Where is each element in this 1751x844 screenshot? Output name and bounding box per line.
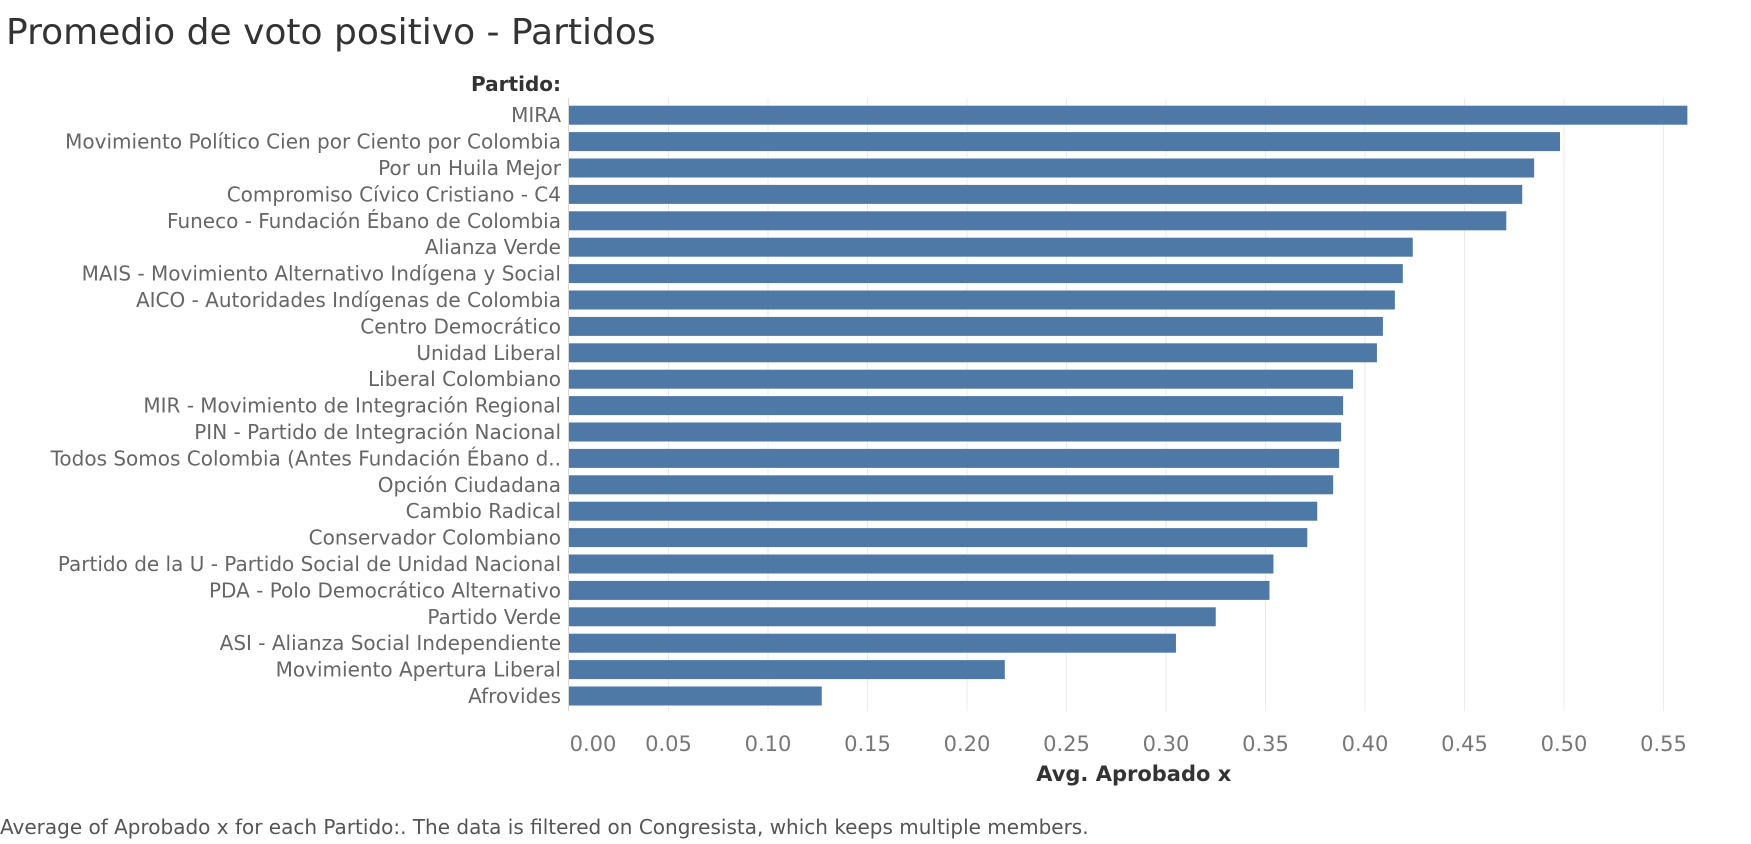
category-label: AICO - Autoridades Indígenas de Colombia	[136, 288, 561, 312]
bar[interactable]	[569, 290, 1395, 310]
category-label: ASI - Alianza Social Independiente	[220, 631, 561, 655]
category-label: PIN - Partido de Integración Nacional	[194, 420, 561, 444]
bar[interactable]	[569, 422, 1342, 442]
category-label: Por un Huila Mejor	[378, 156, 562, 180]
category-label: MAIS - Movimiento Alternativo Indígena y…	[82, 262, 561, 286]
row-header: Partido:	[471, 72, 561, 96]
bar[interactable]	[569, 501, 1318, 521]
category-label: Funeco - Fundación Ébano de Colombia	[167, 209, 561, 233]
x-axis-label: Avg. Aprobado x	[1036, 762, 1232, 786]
x-tick-label: 0.25	[1043, 732, 1090, 756]
bar[interactable]	[569, 686, 822, 706]
category-label: Movimiento Apertura Liberal	[276, 658, 561, 682]
bars	[569, 105, 1688, 706]
x-tick-label: 0.40	[1342, 732, 1389, 756]
bar[interactable]	[569, 660, 1005, 680]
category-label: Compromiso Cívico Cristiano - C4	[227, 182, 561, 206]
category-label: Liberal Colombiano	[368, 367, 561, 391]
category-label: Cambio Radical	[406, 499, 561, 523]
bar[interactable]	[569, 554, 1274, 574]
x-tick-label: 0.10	[745, 732, 792, 756]
bar[interactable]	[569, 633, 1176, 653]
bar[interactable]	[569, 158, 1535, 178]
bar[interactable]	[569, 105, 1688, 125]
category-label: Conservador Colombiano	[309, 526, 561, 550]
category-label: Partido Verde	[427, 605, 561, 629]
bar[interactable]	[569, 211, 1507, 231]
category-label: Alianza Verde	[425, 235, 561, 259]
category-label: Todos Somos Colombia (Antes Fundación Éb…	[50, 446, 561, 470]
category-label: Unidad Liberal	[416, 341, 561, 365]
bar[interactable]	[569, 343, 1377, 363]
bar[interactable]	[569, 369, 1354, 389]
bar[interactable]	[569, 580, 1270, 600]
bar[interactable]	[569, 264, 1403, 284]
bar[interactable]	[569, 316, 1383, 336]
x-tick-label: 0.55	[1640, 732, 1687, 756]
category-label: PDA - Polo Democrático Alternativo	[209, 578, 561, 602]
category-label: Centro Democrático	[360, 314, 561, 338]
footnote: Average of Aprobado x for each Partido:.…	[0, 815, 1089, 839]
category-label: MIR - Movimiento de Integración Regional	[143, 394, 561, 418]
x-tick-labels: 0.00 0.05 0.10 0.15 0.20 0.25 0.30 0.35 0.40 0.45…	[570, 732, 1687, 756]
category-label: Partido de la U - Partido Social de Unid…	[58, 552, 561, 576]
x-tick-label: 0.30	[1143, 732, 1190, 756]
x-tick-label: 0.20	[944, 732, 991, 756]
category-label: Afrovides	[468, 684, 561, 708]
x-tick-label: 0.45	[1441, 732, 1488, 756]
bar[interactable]	[569, 237, 1413, 257]
x-tick-label: 0.15	[844, 732, 891, 756]
bar[interactable]	[569, 448, 1340, 468]
category-label: MIRA	[511, 103, 561, 127]
bar[interactable]	[569, 184, 1523, 204]
x-tick-label: 0.35	[1242, 732, 1289, 756]
category-labels: MIRA Movimiento Político Cien por Ciento …	[50, 103, 562, 708]
bar[interactable]	[569, 475, 1334, 495]
bar[interactable]	[569, 607, 1216, 627]
category-label: Opción Ciudadana	[378, 473, 561, 497]
category-label: Movimiento Político Cien por Ciento por …	[65, 130, 561, 154]
x-tick-label: 0.05	[645, 732, 692, 756]
bar[interactable]	[569, 132, 1561, 152]
x-tick-label: 0.50	[1541, 732, 1588, 756]
bar[interactable]	[569, 396, 1344, 416]
chart-title: Promedio de voto positivo - Partidos	[6, 12, 656, 53]
bar[interactable]	[569, 528, 1308, 548]
x-tick-label: 0.00	[570, 732, 617, 756]
